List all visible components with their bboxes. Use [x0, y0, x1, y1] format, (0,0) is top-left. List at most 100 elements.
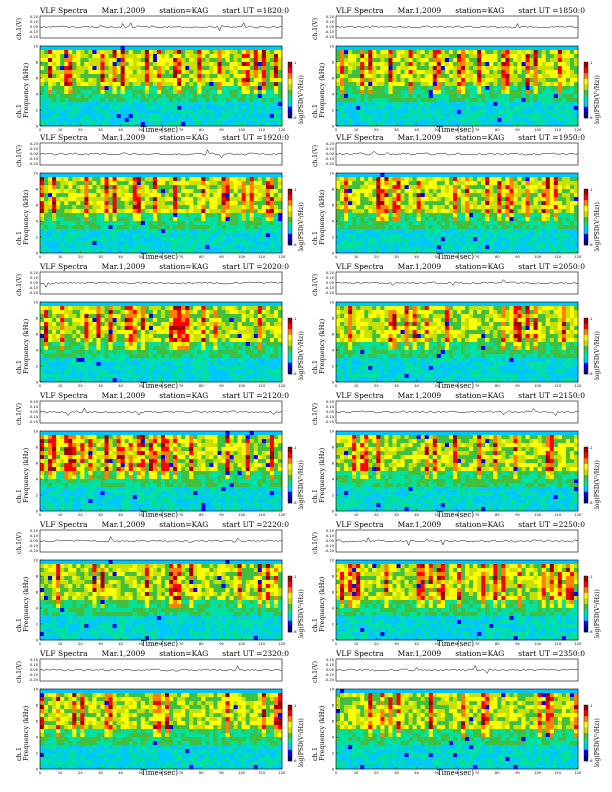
- time-tick-label: 100: [238, 255, 246, 259]
- waveform-frame: [335, 142, 579, 166]
- time-tick-label: 20: [374, 771, 379, 775]
- freq-tick-label: 8: [36, 703, 39, 707]
- freq-tick-label: 10: [329, 300, 334, 304]
- freq-tick-label: 10: [329, 429, 334, 433]
- waveform-tick-label: -0.20: [29, 549, 39, 553]
- time-tick-label: 80: [199, 642, 204, 646]
- freq-tick-label: 6: [332, 203, 335, 207]
- waveform-tick-label: -0.20: [29, 678, 39, 682]
- waveform-tick-label: 0.10: [326, 20, 335, 24]
- time-tick-label: 90: [219, 771, 224, 775]
- waveform-trace: [335, 536, 579, 547]
- waveform-axis-label: ch.1(V): [16, 403, 23, 425]
- time-tick-label: 110: [258, 642, 266, 646]
- time-tick-label: 30: [98, 384, 103, 388]
- frequency-axis-label: ch.1 Frequency (kHz): [15, 62, 30, 118]
- frequency-label: Frequency (kHz): [22, 62, 30, 118]
- waveform-tick-label: -0.10: [325, 415, 335, 419]
- freq-tick-label: 6: [332, 590, 335, 594]
- time-tick-label: 0: [335, 255, 338, 259]
- waveform-tick-label: 0.20: [326, 271, 335, 275]
- panel-start-ut: start UT =1850:0: [518, 6, 585, 15]
- time-tick-label: 30: [98, 128, 103, 132]
- time-tick-label: 100: [238, 642, 246, 646]
- time-tick-label: 120: [279, 642, 287, 646]
- time-tick-label: 100: [238, 384, 246, 388]
- colorbar-tick-label: -1: [589, 61, 593, 65]
- freq-tick-label: 10: [33, 558, 38, 562]
- time-tick-label: 40: [118, 128, 123, 132]
- time-tick-label: 0: [335, 771, 338, 775]
- waveform-axis-label: ch.1(V): [312, 145, 319, 167]
- waveform-tick-label: 0.00: [30, 25, 39, 29]
- panel-station: station=KAG: [455, 391, 505, 400]
- freq-tick-label: 0: [36, 509, 39, 513]
- waveform-tick-label: 0.00: [326, 25, 335, 29]
- freq-tick-label: 4: [332, 477, 335, 481]
- waveform-tick-label: 0.20: [30, 400, 39, 404]
- time-tick-label: 80: [199, 128, 204, 132]
- time-tick-label: 80: [199, 255, 204, 259]
- spectrogram-panel: VLF Spectra Mar.1,2009 station=KAG start UT…: [10, 262, 310, 390]
- waveform-tick-label: -0.10: [29, 30, 39, 34]
- time-tick-label: 40: [118, 255, 123, 259]
- time-tick-label: 90: [515, 128, 520, 132]
- waveform-tick-label: 0.20: [30, 658, 39, 662]
- colorbar-tick-label: -1: [293, 704, 297, 708]
- time-tick-label: 60: [455, 128, 460, 132]
- time-tick-label: 120: [575, 513, 583, 517]
- colorbar-label: log(PSD(V²/Hz)): [298, 331, 305, 380]
- colorbar-tick-label: -1: [293, 317, 297, 321]
- waveform-tick-label: 0.00: [30, 668, 39, 672]
- frequency-label: Frequency (kHz): [318, 576, 326, 632]
- frequency-axis-label: ch.1 Frequency (kHz): [311, 190, 326, 245]
- time-tick-label: 50: [139, 771, 144, 775]
- spectrogram-image: [40, 173, 283, 254]
- waveform-tick-label: -0.20: [29, 420, 39, 424]
- frequency-label: Frequency (kHz): [318, 447, 326, 503]
- waveform-trace: [39, 665, 283, 672]
- colorbar-tick-label: -6: [293, 630, 297, 634]
- panel-date: Mar.1,2009: [101, 6, 146, 15]
- waveform-tick-label: -0.10: [29, 415, 39, 419]
- waveform-tick-label: 0.10: [30, 405, 39, 409]
- time-tick-label: 100: [238, 513, 246, 517]
- waveform-axis-label: ch.1(V): [16, 532, 23, 554]
- colorbar-label: log(PSD(V²/Hz)): [298, 718, 305, 767]
- time-tick-label: 40: [414, 255, 419, 259]
- time-tick-label: 110: [554, 128, 562, 132]
- freq-tick-label: 8: [36, 316, 39, 320]
- time-tick-label: 70: [475, 513, 480, 517]
- panel-station: station=KAG: [159, 262, 209, 271]
- time-tick-label: 40: [118, 513, 123, 517]
- panel-start-ut: start UT =2350:0: [518, 649, 585, 658]
- spectrogram-panel: VLF Spectra Mar.1,2009 station=KAG start UT…: [306, 133, 606, 261]
- panel-date: Mar.1,2009: [101, 262, 146, 271]
- time-tick-label: 60: [455, 771, 460, 775]
- waveform-tick-label: -0.10: [325, 673, 335, 677]
- waveform-tick-label: -0.20: [325, 420, 335, 424]
- panel-title: VLF Spectra: [40, 6, 88, 15]
- freq-tick-label: 4: [36, 477, 39, 481]
- freq-tick-label: 0: [332, 638, 335, 642]
- time-axis-label: Time (sec): [437, 769, 475, 777]
- colorbar: [287, 61, 293, 119]
- time-tick-label: 20: [374, 384, 379, 388]
- time-tick-label: 120: [279, 128, 287, 132]
- freq-tick-label: 2: [332, 235, 334, 239]
- colorbar-tick-label: -6: [589, 243, 593, 247]
- spectrogram-image: [336, 431, 579, 512]
- freq-tick-label: 2: [36, 364, 38, 368]
- panel-start-ut: start UT =2050:0: [518, 262, 585, 271]
- time-tick-label: 0: [39, 513, 42, 517]
- panel-title: VLF Spectra: [336, 520, 384, 529]
- time-tick-label: 110: [554, 771, 562, 775]
- waveform-tick-label: -0.20: [29, 35, 39, 39]
- panel-title: VLF Spectra: [40, 520, 88, 529]
- panel-start-ut: start UT =2020:0: [222, 262, 289, 271]
- waveform-tick-label: -0.10: [325, 30, 335, 34]
- waveform-tick-label: -0.10: [29, 286, 39, 290]
- panel-header: VLF Spectra Mar.1,2009 station=KAG start UT…: [40, 6, 303, 15]
